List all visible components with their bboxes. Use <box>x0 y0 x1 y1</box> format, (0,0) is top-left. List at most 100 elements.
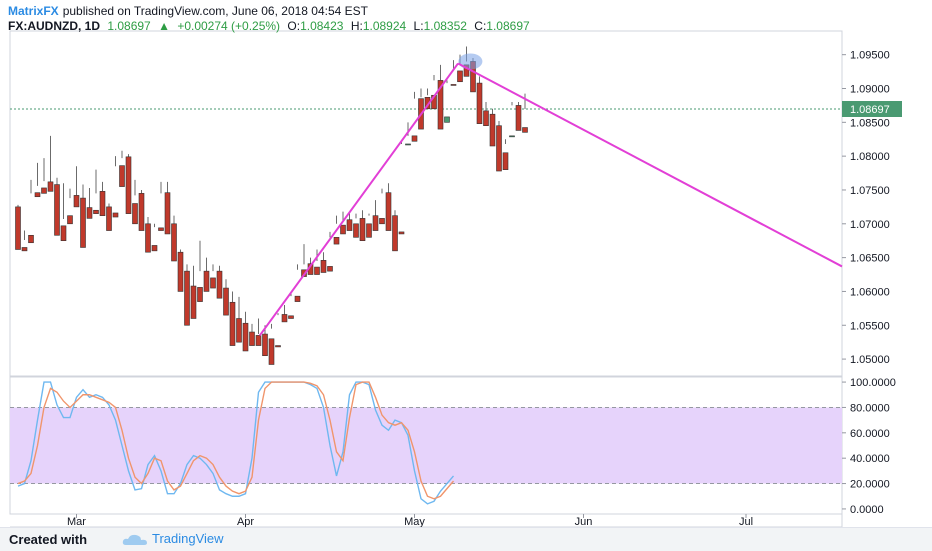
candle-body <box>327 266 333 272</box>
candle <box>379 188 385 225</box>
time-tick-label: Mar <box>67 516 86 528</box>
candle-body <box>151 245 158 252</box>
candle-body <box>392 215 398 252</box>
candle-body <box>223 287 229 316</box>
up-arrow-icon: ▲ <box>158 19 170 33</box>
candle-body <box>41 187 47 194</box>
candle <box>21 230 28 252</box>
candle-body <box>86 207 93 219</box>
candle <box>398 141 405 235</box>
created-with-text: Created with <box>9 532 88 547</box>
candle <box>60 183 67 242</box>
candle <box>177 249 184 292</box>
candle <box>15 204 21 250</box>
tradingview-logo[interactable]: TradingView <box>122 531 224 546</box>
candle <box>242 311 249 352</box>
last-price-badge <box>842 100 902 117</box>
candle <box>132 179 138 225</box>
candle <box>112 156 119 218</box>
candle <box>125 154 132 214</box>
candle-body <box>80 197 86 248</box>
candle-body <box>262 333 268 357</box>
candle-body <box>249 331 255 346</box>
candle-body <box>405 143 411 146</box>
symbol-name[interactable]: FX:AUDNZD, 1D <box>8 19 100 33</box>
candle <box>353 213 359 238</box>
open-label: O: <box>287 19 301 33</box>
candle-body <box>190 285 197 319</box>
candle-body <box>93 209 99 214</box>
candle <box>489 108 496 147</box>
candle <box>41 158 47 194</box>
candle-body <box>255 335 262 346</box>
candle <box>216 265 223 299</box>
footer-bar: Created with TradingView <box>0 527 932 551</box>
candle-body <box>106 206 112 231</box>
trend-line <box>457 62 843 268</box>
candle-body <box>444 116 450 123</box>
last-price-label: 1.08697 <box>850 104 890 116</box>
candle <box>515 102 522 131</box>
author-name[interactable]: MatrixFX <box>8 4 59 18</box>
candle-body <box>314 266 320 275</box>
candle-body <box>359 218 366 242</box>
time-tick-label: Jun <box>575 516 593 528</box>
oscillator-tick-label: 60.0000 <box>850 428 890 440</box>
candle-body <box>411 135 418 142</box>
candle-body <box>34 192 41 198</box>
candle <box>502 139 509 170</box>
symbol-line: FX:AUDNZD, 1D 1.08697 ▲ +0.00274 (+0.25%… <box>8 19 534 33</box>
stochastic-k-line <box>17 381 455 505</box>
candle <box>320 252 327 273</box>
low-label: L: <box>413 19 424 33</box>
candle <box>496 120 502 172</box>
candle-body <box>21 247 28 252</box>
price-tick-label: 1.06500 <box>850 253 890 265</box>
candle-body <box>242 322 249 352</box>
publish-line: MatrixFX published on TradingView.com, Ju… <box>8 4 372 18</box>
candle <box>184 264 190 326</box>
price-tick-label: 1.07500 <box>850 185 890 197</box>
candle-body <box>268 338 275 365</box>
high-label: H: <box>350 19 363 33</box>
candle-body <box>476 82 483 124</box>
candle <box>203 257 210 292</box>
candle <box>164 181 171 235</box>
candle-body <box>294 295 301 302</box>
highlight-ellipse <box>458 53 483 70</box>
candle-body <box>502 152 509 170</box>
candle-body <box>515 105 522 131</box>
candle-body <box>288 315 294 319</box>
candle <box>93 169 99 214</box>
candle <box>522 93 528 133</box>
candle-body <box>210 277 216 289</box>
stochastic-d-line <box>17 381 455 500</box>
cloud-icon <box>122 534 147 545</box>
candle-body <box>28 234 34 244</box>
candle-body <box>340 224 346 235</box>
candle <box>255 318 262 346</box>
price-tick-label: 1.09000 <box>850 84 890 96</box>
candle <box>106 203 112 231</box>
oscillator-tick-label: 0.0000 <box>850 504 884 516</box>
candle-body <box>60 225 67 242</box>
time-tick-label: Apr <box>237 516 254 528</box>
candle-body <box>158 227 164 231</box>
candle-body <box>275 345 281 348</box>
candle-body <box>353 223 359 238</box>
candle <box>249 323 255 346</box>
candle-body <box>320 260 327 273</box>
candle-body <box>67 215 73 225</box>
candle <box>450 60 457 86</box>
candle <box>80 184 86 248</box>
oscillator-tick-label: 100.0000 <box>850 377 896 389</box>
candle-body <box>112 212 119 218</box>
candle-body <box>119 165 125 187</box>
candle <box>28 179 34 244</box>
candle <box>281 304 288 323</box>
candle <box>431 74 437 110</box>
low-value: 1.08352 <box>423 19 467 33</box>
oversold-overbought-band <box>10 407 842 484</box>
candle-body <box>125 156 132 214</box>
time-tick-label: Jul <box>739 516 753 528</box>
